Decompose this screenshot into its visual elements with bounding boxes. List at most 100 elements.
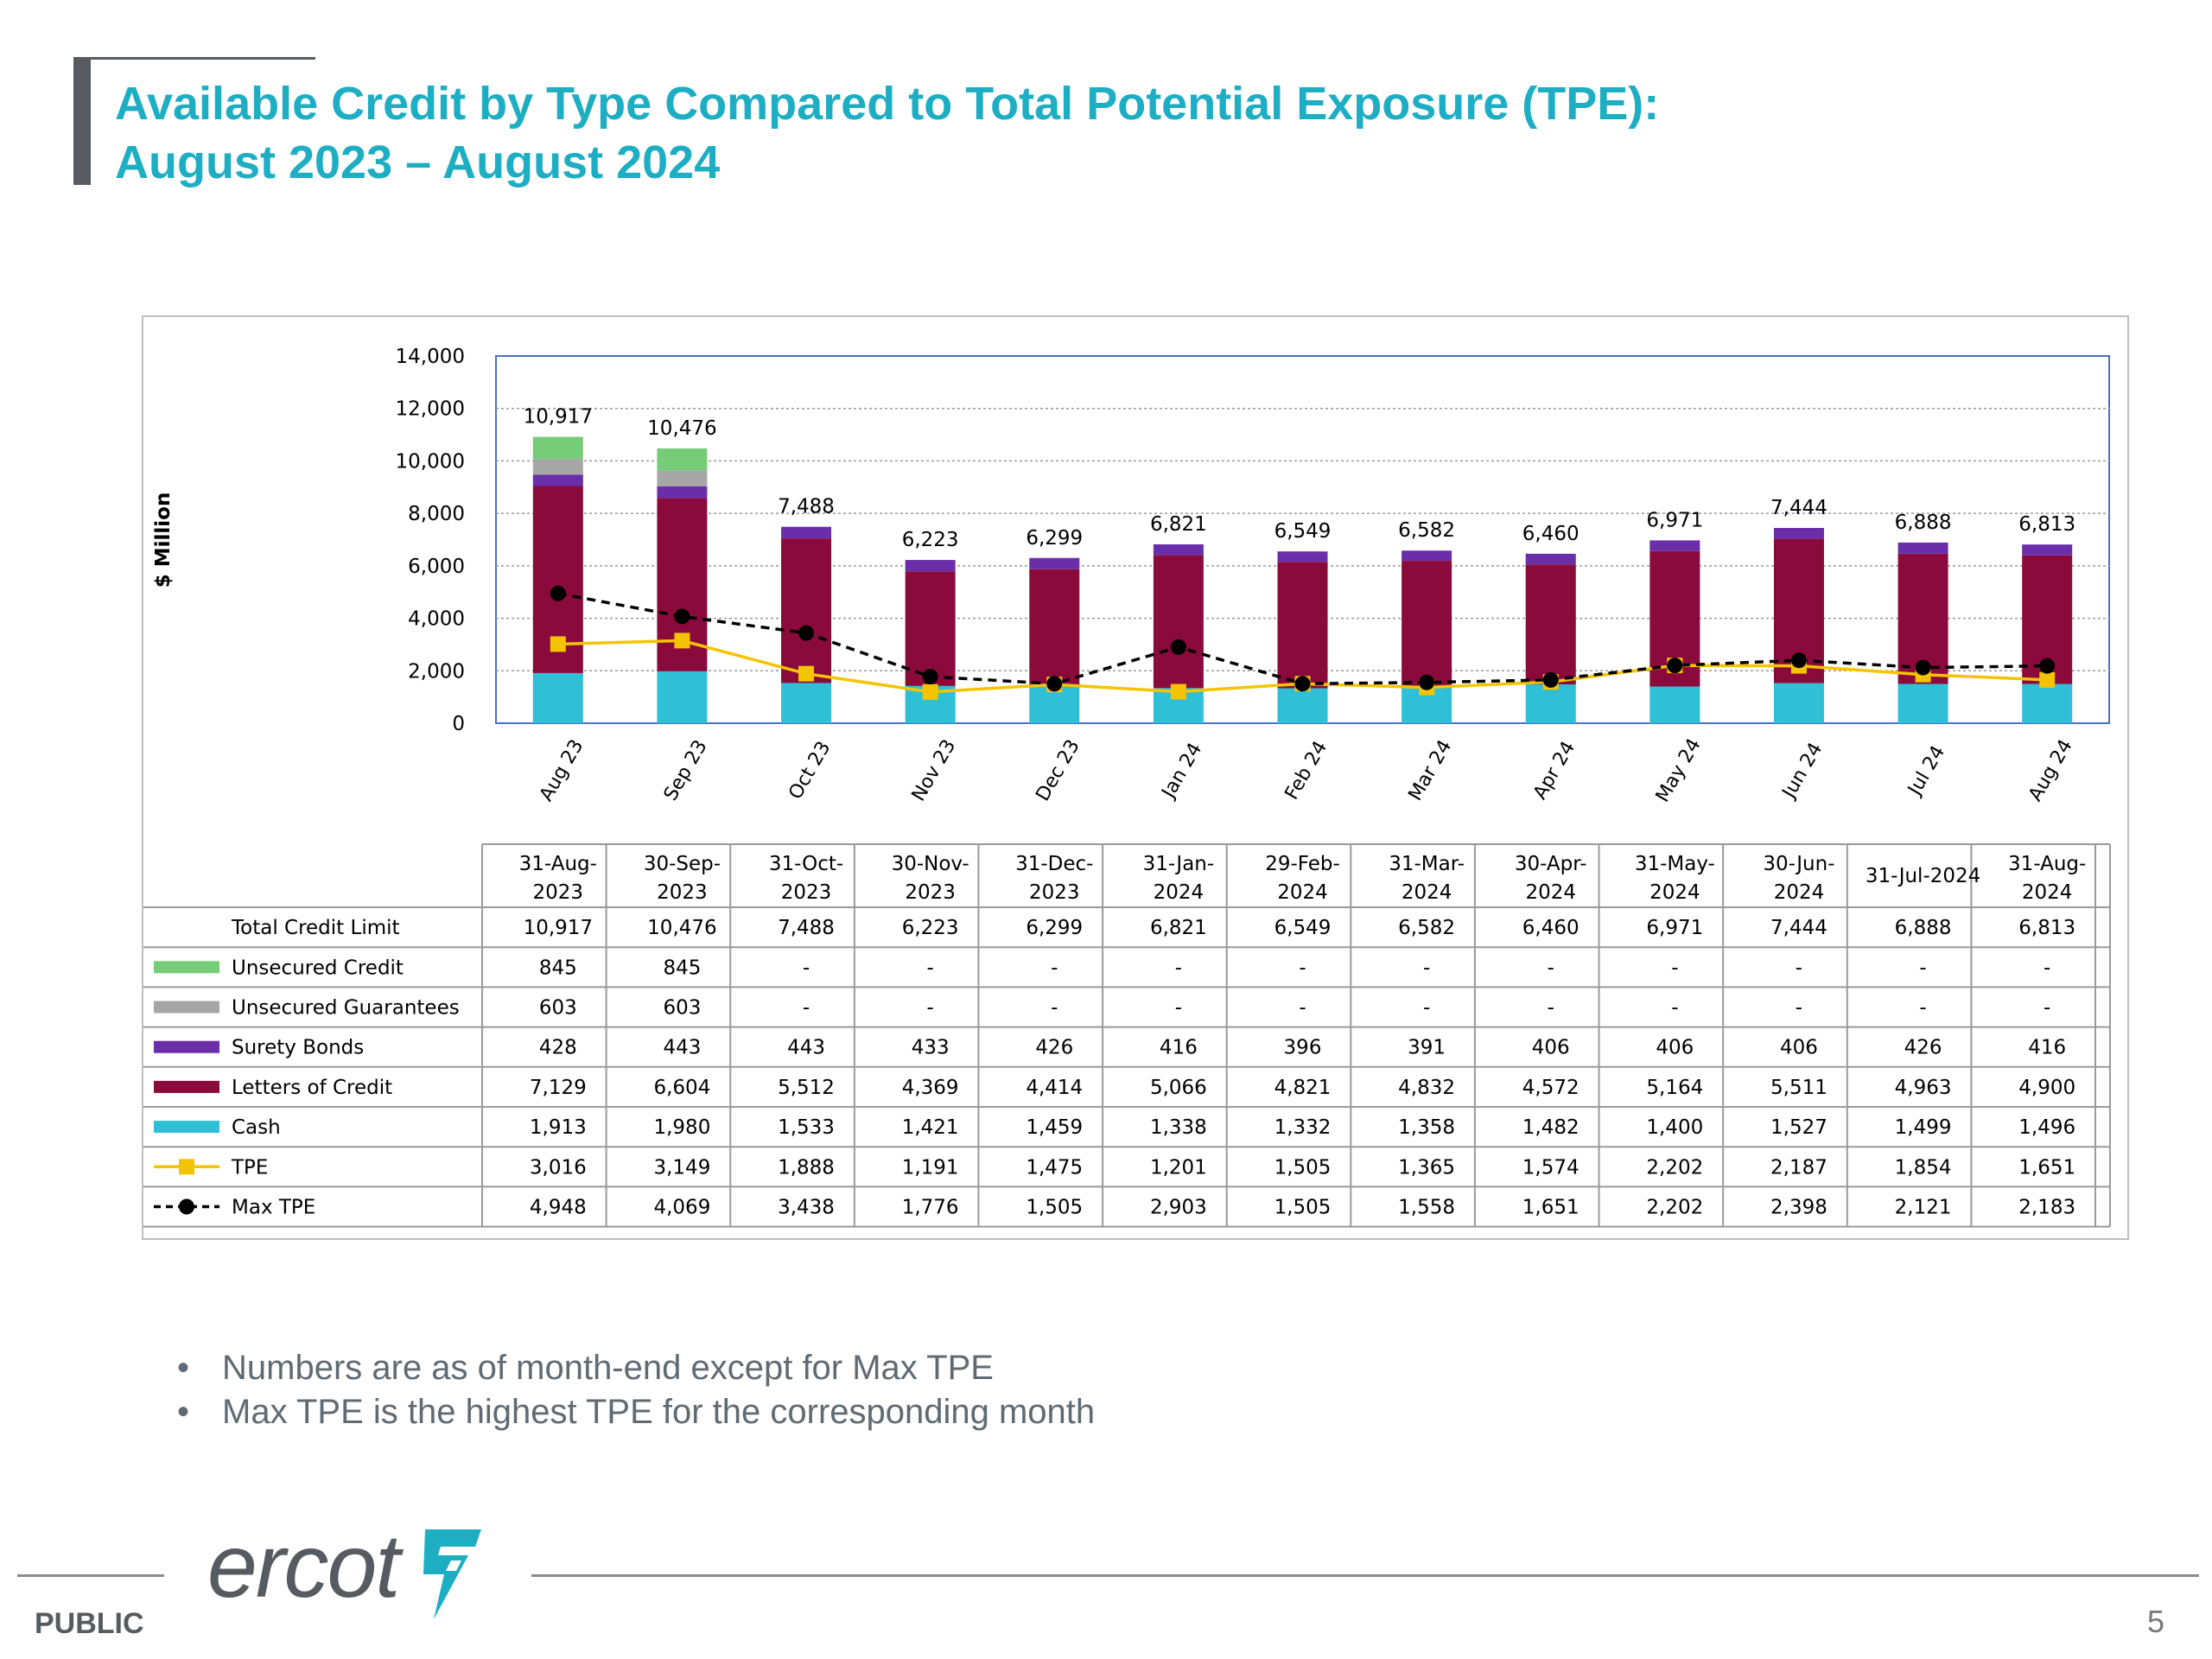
- x-tick-label: Mar 24: [1405, 736, 1457, 804]
- table-date-header: 31-Dec-: [1015, 853, 1093, 875]
- legend-key-unsecured-guarantees: [154, 1001, 219, 1014]
- bar-surety-bonds: [905, 560, 956, 572]
- slide-title: Available Credit by Type Compared to Tot…: [115, 74, 1659, 192]
- bar-total-label: 6,971: [1646, 509, 1703, 531]
- table-cell: 603: [539, 997, 577, 1020]
- table-cell: -: [803, 957, 810, 979]
- table-cell: -: [2044, 997, 2050, 1020]
- table-cell: 845: [539, 957, 577, 979]
- table-cell: -: [803, 997, 810, 1020]
- table-cell: 6,813: [2018, 917, 2075, 939]
- legend-key-letters-of-credit: [154, 1080, 219, 1093]
- table-cell: 1,482: [1522, 1116, 1580, 1139]
- table-cell: 6,460: [1522, 917, 1580, 939]
- table-cell: 2,121: [1895, 1197, 1952, 1219]
- max-tpe-point: [1294, 676, 1311, 692]
- table-date-header: 29-Feb-: [1265, 853, 1340, 875]
- x-tick-label: Jul 24: [1904, 742, 1949, 801]
- chart-frame: 0 2,000 4,000 6,000 8,000 10,000 12,000 14,000 $…: [142, 315, 2129, 1240]
- table-date-header: 2023: [657, 881, 708, 904]
- table-cell: 1,651: [2018, 1156, 2075, 1179]
- table-row-label: Total Credit Limit: [231, 917, 400, 939]
- table-cell: 7,444: [1770, 917, 1827, 939]
- table-date-header: 30-Sep-: [644, 853, 721, 875]
- table-cell: 1,574: [1522, 1156, 1580, 1179]
- max-tpe-point: [1419, 674, 1435, 690]
- table-cell: -: [1299, 957, 1306, 979]
- table-cell: 1,475: [1026, 1156, 1083, 1179]
- table-cell: 406: [1780, 1037, 1818, 1059]
- bar-total-label: 6,549: [1274, 520, 1332, 543]
- y-tick-label: 4,000: [408, 608, 465, 631]
- table-date-header: 30-Jun-: [1763, 853, 1834, 875]
- bar-total-label: 6,582: [1398, 519, 1455, 542]
- bar-total-label: 10,917: [524, 406, 593, 429]
- table-cell: 433: [912, 1037, 950, 1059]
- bar-cash: [1525, 684, 1576, 723]
- table-cell: 10,917: [524, 917, 593, 939]
- bar-surety-bonds: [781, 526, 832, 539]
- bullet-text: Numbers are as of month-end except for M…: [222, 1349, 994, 1387]
- table-cell: -: [926, 997, 933, 1020]
- table-cell: -: [1051, 957, 1058, 979]
- table-cell: -: [1175, 957, 1182, 979]
- table-cell: 6,888: [1895, 917, 1952, 939]
- bar-letters-of-credit: [1029, 569, 1080, 685]
- bar-surety-bonds: [1525, 553, 1576, 565]
- bar-letters-of-credit: [1153, 555, 1204, 689]
- bar-surety-bonds: [657, 486, 708, 499]
- table-cell: -: [1548, 997, 1554, 1020]
- table-date-header: 2023: [781, 881, 832, 904]
- table-cell: 6,971: [1646, 917, 1703, 939]
- bar-total-label: 10,476: [647, 417, 716, 440]
- table-row-label: TPE: [231, 1156, 268, 1179]
- bar-cash: [1897, 683, 1948, 723]
- table-cell: 396: [1284, 1037, 1322, 1059]
- table-cell: 1,358: [1398, 1116, 1455, 1139]
- table-cell: -: [1423, 997, 1430, 1020]
- public-label: PUBLIC: [35, 1607, 144, 1640]
- tpe-point: [674, 632, 690, 649]
- table-row-label: Surety Bonds: [232, 1037, 364, 1059]
- x-tick-label: Jan 24: [1157, 740, 1206, 804]
- table-cell: 3,016: [530, 1156, 587, 1179]
- table-cell: 406: [1656, 1037, 1694, 1059]
- slide-title-line-1: Available Credit by Type Compared to Tot…: [115, 78, 1660, 130]
- tpe-point: [922, 683, 938, 700]
- table-cell: 2,202: [1646, 1197, 1703, 1219]
- bar-surety-bonds: [1153, 543, 1204, 556]
- y-tick-label: 2,000: [408, 660, 465, 683]
- table-cell: 416: [1160, 1037, 1198, 1059]
- max-tpe-point: [550, 585, 566, 601]
- table-cell: 3,149: [653, 1156, 710, 1179]
- table-cell: 1,459: [1026, 1116, 1083, 1139]
- bar-unsecured-guarantees: [532, 459, 583, 475]
- legend-key-surety-bonds: [154, 1040, 219, 1053]
- bar-cash: [532, 672, 583, 723]
- slide-title-line-2: August 2023 – August 2024: [115, 137, 721, 188]
- title-accent-bar: [73, 57, 91, 185]
- bar-total-label: 6,299: [1026, 527, 1083, 550]
- table-cell: 6,549: [1274, 917, 1332, 939]
- table-cell: 5,512: [778, 1077, 835, 1099]
- table-cell: 426: [1904, 1037, 1942, 1059]
- table-cell: -: [1548, 957, 1554, 979]
- table-cell: 5,164: [1646, 1077, 1703, 1099]
- bar-letters-of-credit: [781, 538, 832, 683]
- x-tick-label: May 24: [1652, 735, 1706, 806]
- table-cell: 1,191: [902, 1156, 959, 1179]
- max-tpe-point: [1915, 659, 1931, 676]
- bar-total-label: 7,488: [778, 496, 835, 518]
- table-cell: 1,338: [1150, 1116, 1207, 1139]
- table-row-label: Unsecured Credit: [232, 957, 404, 979]
- max-tpe-point: [2039, 658, 2056, 674]
- title-top-rule: [73, 57, 315, 60]
- bullet-item: • Max TPE is the highest TPE for the corr…: [177, 1393, 1096, 1431]
- x-tick-label: Dec 23: [1032, 736, 1084, 805]
- table-date-header: 30-Nov-: [892, 853, 969, 875]
- bar-cash: [1649, 686, 1700, 723]
- table-date-header: 31-Jul-2024: [1866, 865, 1980, 887]
- table-cell: 7,129: [530, 1077, 587, 1099]
- tpe-point: [2039, 671, 2056, 688]
- bar-cash: [1773, 683, 1824, 723]
